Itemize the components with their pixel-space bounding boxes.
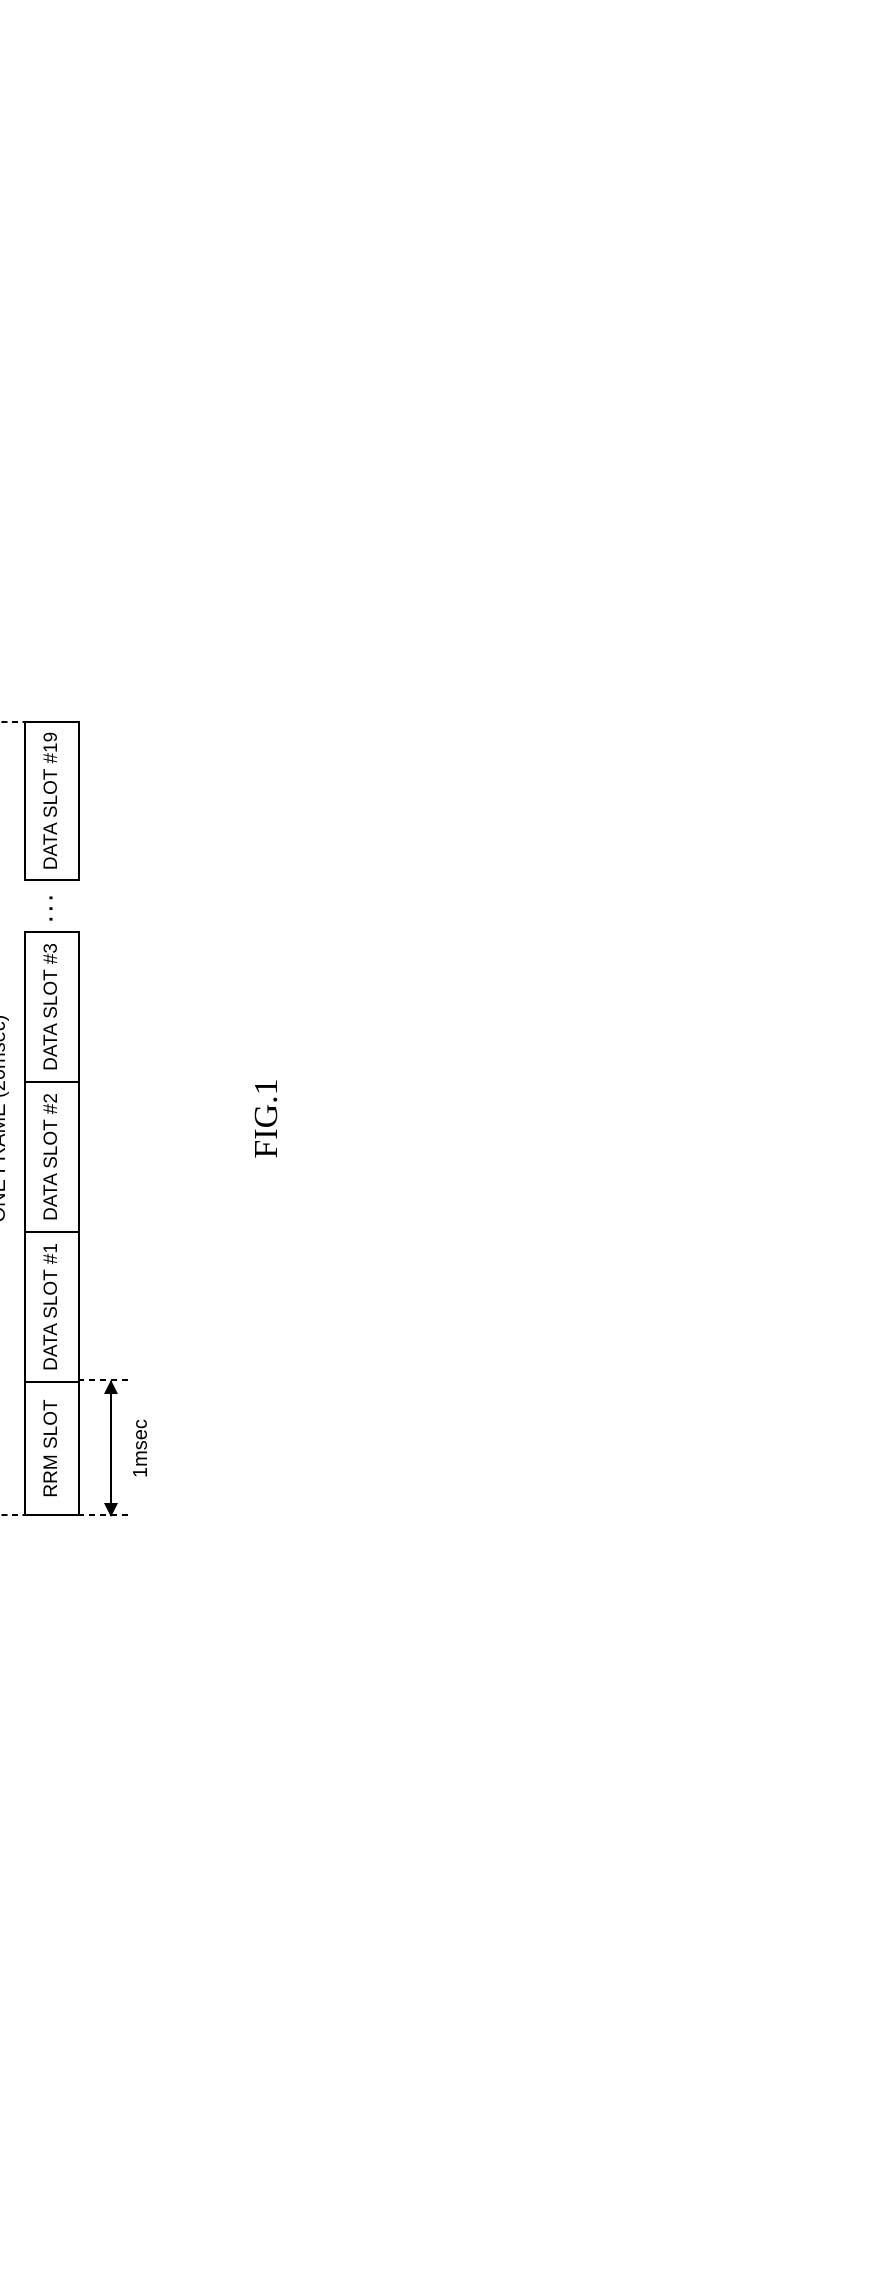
top-arrow-section: ONE FRAME (20msec) <box>0 721 14 1516</box>
data-slot-3: DATA SLOT #3 <box>24 931 80 1081</box>
ellipsis-label: ··· <box>41 881 64 931</box>
dashed-line-top-right <box>0 721 39 723</box>
dashed-line-top-left <box>0 1514 39 1516</box>
bottom-arrow-section: 1msec <box>88 721 158 1516</box>
bottom-double-arrow <box>103 1381 133 1516</box>
data-slot-2: DATA SLOT #2 <box>24 1081 80 1231</box>
arrow-head-right-icon <box>104 1380 118 1394</box>
data-slot-19: DATA SLOT #19 <box>24 721 80 881</box>
arrow-line <box>110 1381 112 1516</box>
frame-wrapper: ONE FRAME (20msec) RRM SLOT DATA SLOT #1… <box>0 721 158 1516</box>
diagram-root: ONE FRAME (20msec) RRM SLOT DATA SLOT #1… <box>0 616 286 1516</box>
slots-row: RRM SLOT DATA SLOT #1 DATA SLOT #2 DATA … <box>24 721 80 1516</box>
slot-duration-label: 1msec <box>130 1419 153 1478</box>
figure-caption: FIG.1 <box>248 721 286 1516</box>
frame-duration-label: ONE FRAME (20msec) <box>0 721 11 1516</box>
data-slot-1: DATA SLOT #1 <box>24 1231 80 1381</box>
rrm-slot: RRM SLOT <box>24 1381 80 1516</box>
